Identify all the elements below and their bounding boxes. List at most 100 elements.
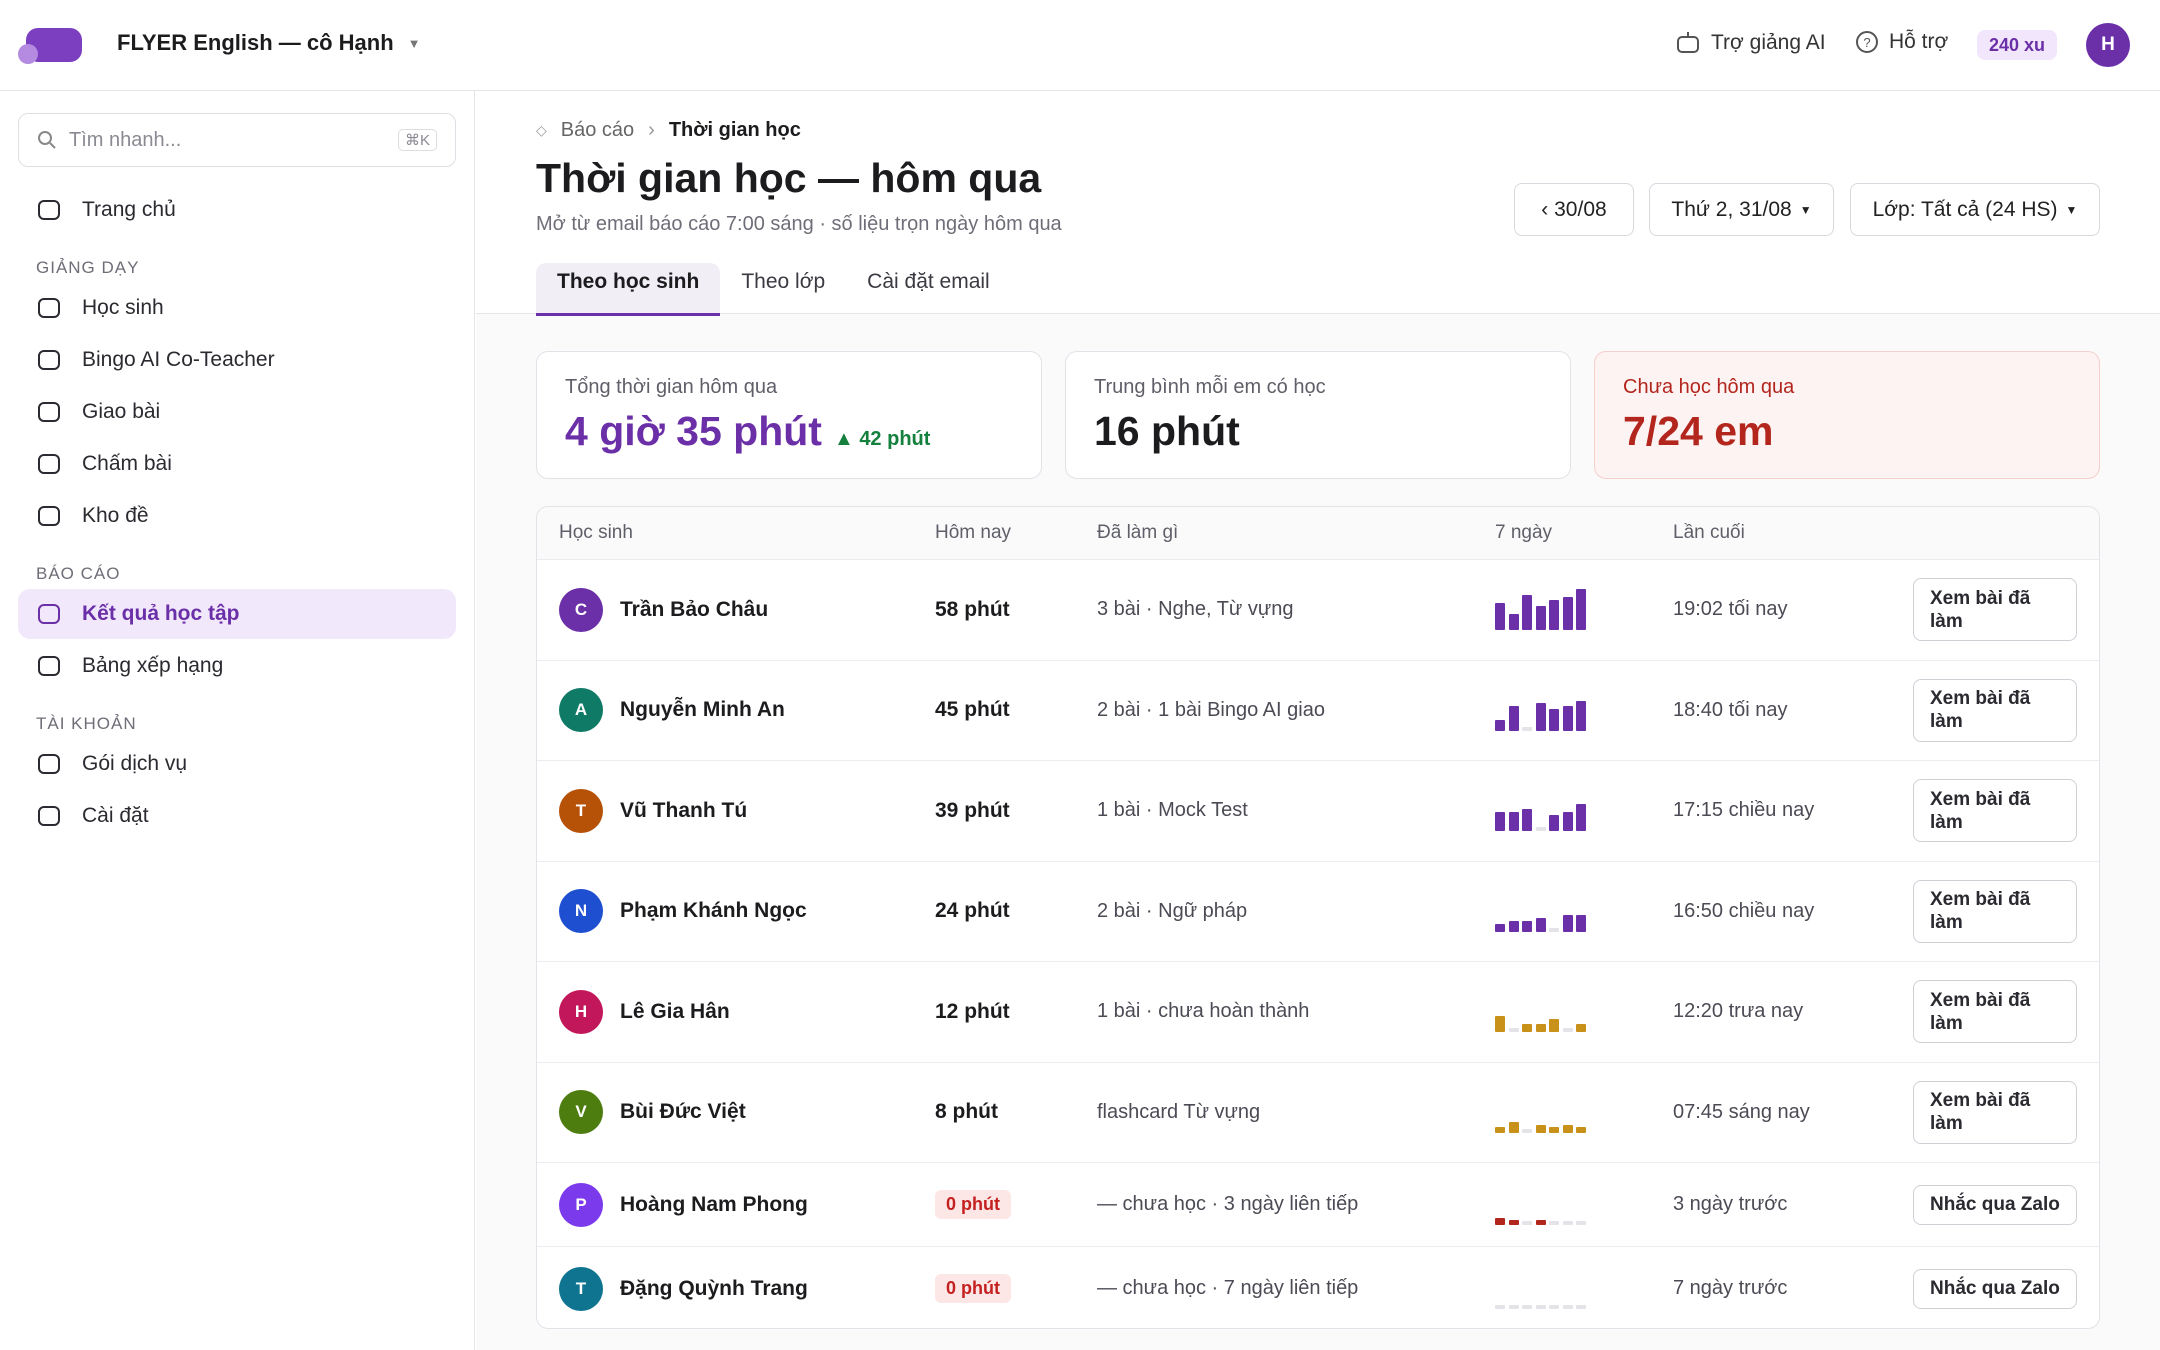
nav-icon	[38, 656, 60, 676]
spark-bar	[1562, 812, 1573, 832]
ai-label: Trợ giảng AI	[1711, 31, 1826, 54]
tab[interactable]: Cài đặt email	[867, 270, 990, 293]
sparkline	[1495, 761, 1586, 832]
spark-bar	[1508, 812, 1519, 832]
help-label: Hỗ trợ	[1889, 30, 1949, 53]
spark-bar	[1549, 1305, 1559, 1309]
nav-label: Gói dịch vụ	[82, 752, 188, 775]
nav-item[interactable]: Kết quả học tập	[18, 589, 456, 639]
today-time: 12 phút	[935, 999, 1010, 1023]
class-filter[interactable]: Lớp: Tất cả (24 HS) ▼	[1850, 183, 2100, 236]
sparkline	[1495, 661, 1586, 731]
last-seen: 16:50 chiều nay	[1673, 899, 1815, 922]
column-header: Hôm nay	[935, 522, 1012, 543]
table-row: T Đặng Quỳnh Trang 0 phút — chưa học · 7 ng…	[537, 1246, 2099, 1328]
nav-icon	[38, 402, 60, 422]
nav-item[interactable]: Giao bài	[18, 387, 456, 437]
action-button[interactable]: Xem bài đã làm	[1913, 980, 2077, 1044]
nav-item[interactable]: Bingo AI Co-Teacher	[18, 335, 456, 385]
breadcrumb-item[interactable]: Báo cáo	[560, 119, 635, 141]
today-time: 8 phút	[935, 1100, 998, 1124]
spark-bar	[1576, 1305, 1586, 1309]
nav-item[interactable]: Học sinh	[18, 283, 456, 333]
nav-item[interactable]: Gói dịch vụ	[18, 739, 456, 789]
shortcut: ⌘K	[397, 129, 437, 151]
header-bg	[537, 507, 2099, 559]
student-cell: T Đặng Quỳnh Trang	[559, 1247, 808, 1328]
today-time: 24 phút	[935, 899, 1010, 923]
today-time: 0 phút	[935, 1274, 1011, 1303]
nav-icon	[38, 200, 60, 220]
spark-bar	[1576, 1221, 1586, 1225]
spark-bar	[1522, 1128, 1532, 1133]
action-button[interactable]: Xem bài đã làm	[1913, 678, 2077, 742]
spark-bar	[1562, 1124, 1573, 1133]
student-name: Đặng Quỳnh Trang	[620, 1276, 808, 1300]
date-picker[interactable]: Thứ 2, 31/08 ▼	[1649, 183, 1834, 236]
robot-icon	[1677, 32, 1699, 53]
table-row: T Vũ Thanh Tú 39 phút 1 bài · Mock Test 17:1…	[537, 760, 2099, 861]
spark-bar	[1508, 706, 1519, 731]
spark-bar	[1576, 589, 1586, 631]
tab[interactable]: Theo lớp	[741, 270, 826, 293]
search[interactable]: Tìm nhanh... ⌘K	[18, 113, 456, 167]
nav-item[interactable]: Trang chủ	[18, 185, 456, 235]
student-cell: N Phạm Khánh Ngọc	[559, 862, 807, 962]
spark-bar	[1522, 1024, 1532, 1033]
nav-icon	[38, 454, 60, 474]
today-cell: 45 phút	[935, 661, 1010, 761]
page-header: ◇ Báo cáo › Thời gian học Thời gian học …	[476, 91, 2160, 316]
spark-bar	[1522, 920, 1532, 932]
brand: FLYER English — cô Hạnh	[117, 30, 394, 55]
spark-bar	[1576, 915, 1586, 932]
spark-bar	[1562, 1305, 1573, 1309]
stat-number: 7/24 em	[1623, 408, 1774, 454]
nav-label: Trang chủ	[82, 198, 176, 221]
spark-bar	[1535, 1305, 1546, 1309]
spark-bar	[1549, 927, 1559, 932]
action-button[interactable]: Nhắc qua Zalo	[1913, 1268, 2077, 1309]
table-row: C Trần Bảo Châu 58 phút 3 bài · Nghe, Từ vự…	[537, 559, 2099, 660]
student-name: Hoàng Nam Phong	[620, 1192, 808, 1216]
table-row: P Hoàng Nam Phong 0 phút — chưa học · 3 ngà…	[537, 1162, 2099, 1246]
prev-day[interactable]: ‹ 30/08	[1514, 183, 1634, 236]
today-cell: 12 phút	[935, 962, 1010, 1062]
last-seen: 19:02 tối nay	[1673, 598, 1788, 621]
logo	[18, 28, 82, 64]
action-button[interactable]: Xem bài đã làm	[1913, 779, 2077, 843]
sidebar: Tìm nhanh... ⌘K Trang chủ GIẢNG DẠY Học si…	[0, 91, 475, 1350]
spark-bar	[1576, 1127, 1586, 1133]
user-avatar[interactable]: H	[2086, 23, 2130, 67]
student-avatar: A	[559, 688, 603, 733]
help[interactable]: ? Hỗ trợ	[1855, 30, 1948, 54]
student-cell: P Hoàng Nam Phong	[559, 1163, 808, 1246]
spark-bar	[1508, 613, 1519, 631]
spark-bar	[1535, 605, 1546, 631]
workspace-switcher[interactable]: FLYER English — cô Hạnh ▼	[117, 30, 421, 55]
ai-assistant[interactable]: Trợ giảng AI	[1675, 30, 1826, 56]
tab[interactable]: Theo học sinh	[536, 263, 721, 316]
spark-bar	[1508, 920, 1519, 932]
nav-item[interactable]: Chấm bài	[18, 439, 456, 489]
action-button[interactable]: Xem bài đã làm	[1913, 879, 2077, 943]
sparkline	[1495, 560, 1586, 631]
spark-bar	[1495, 923, 1505, 932]
stat-label: Chưa học hôm qua	[1623, 376, 1795, 398]
spark-bar	[1522, 1221, 1532, 1225]
button-label: Lớp: Tất cả (24 HS)	[1872, 197, 2058, 221]
nav-section: BÁO CÁO	[36, 564, 121, 583]
action-button[interactable]: Nhắc qua Zalo	[1913, 1184, 2077, 1225]
main: ◇ Báo cáo › Thời gian học Thời gian học …	[476, 91, 2160, 1350]
nav-item[interactable]: Bảng xếp hạng	[18, 641, 456, 691]
search-icon	[38, 131, 56, 149]
action-button[interactable]: Xem bài đã làm	[1913, 578, 2077, 642]
coins: 240 xu	[1977, 30, 2057, 60]
nav-item[interactable]: Cài đặt	[18, 791, 456, 841]
spark-bar	[1522, 726, 1532, 731]
activity-cell: 2 bài · Ngữ pháp	[1097, 899, 1248, 922]
spark-bar	[1549, 814, 1559, 832]
top-bar: FLYER English — cô Hạnh ▼ Trợ giảng AI ? …	[0, 0, 2160, 91]
action-button[interactable]: Xem bài đã làm	[1913, 1080, 2077, 1144]
nav-item[interactable]: Kho đề	[18, 491, 456, 541]
student-name: Trần Bảo Châu	[620, 597, 769, 621]
